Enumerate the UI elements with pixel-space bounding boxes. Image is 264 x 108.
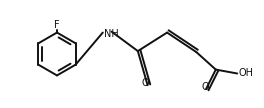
Text: O: O bbox=[201, 82, 209, 92]
Text: NH: NH bbox=[104, 29, 119, 39]
Text: OH: OH bbox=[238, 68, 253, 79]
Text: O: O bbox=[142, 78, 149, 88]
Text: F: F bbox=[54, 20, 60, 30]
